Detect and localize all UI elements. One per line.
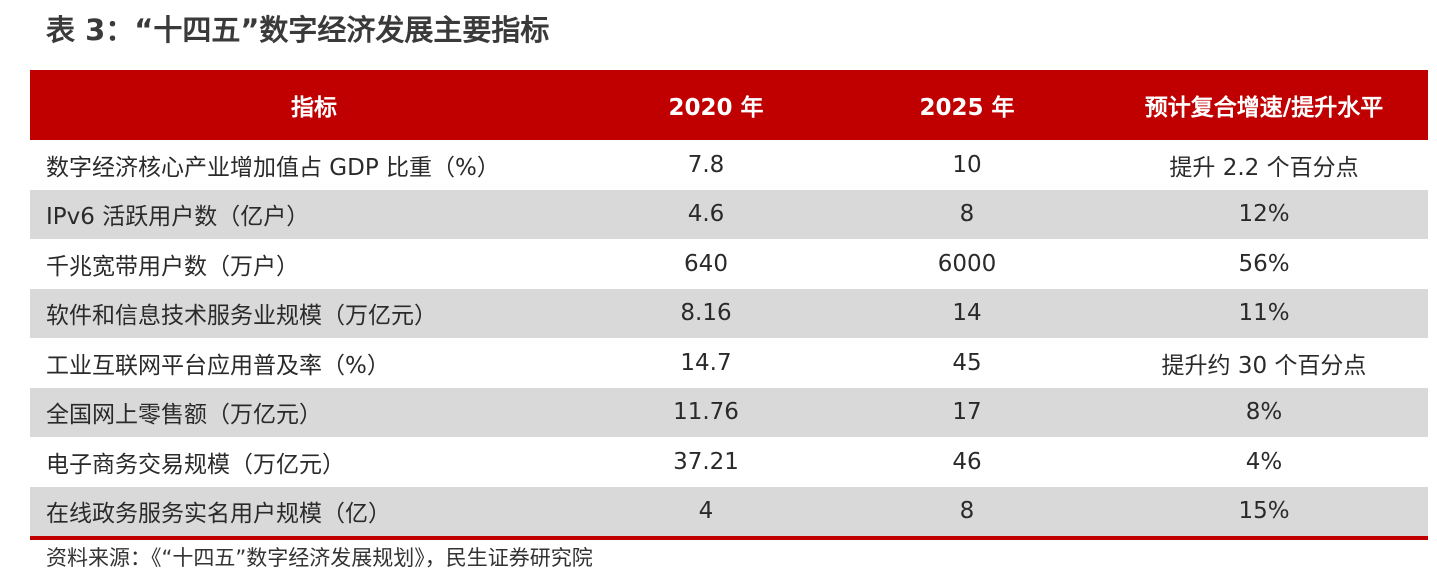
table-row: 工业互联网平台应用普及率（%） 14.7 45 提升约 30 个百分点 [30, 338, 1428, 388]
cell-growth: 提升约 30 个百分点 [1161, 352, 1367, 379]
table-row: 软件和信息技术服务业规模（万亿元） 8.16 14 11% [30, 288, 1428, 338]
table-row: 千兆宽带用户数（万户） 640 6000 56% [30, 239, 1428, 289]
cell-2025: 10 [952, 151, 982, 178]
cell-2020: 4.6 [687, 201, 725, 228]
cell-growth: 11% [1238, 300, 1290, 327]
cell-growth: 56% [1238, 250, 1290, 277]
header-2025: 2025 年 [919, 95, 1015, 121]
cell-2020: 11.76 [673, 399, 739, 426]
cell-indicator: 软件和信息技术服务业规模（万亿元） [46, 303, 437, 330]
cell-2020: 8.16 [680, 300, 732, 327]
cell-growth: 15% [1238, 498, 1290, 525]
cell-2020: 4 [698, 498, 714, 525]
cell-indicator: 千兆宽带用户数（万户） [46, 253, 299, 280]
cell-growth: 提升 2.2 个百分点 [1169, 154, 1359, 181]
cell-2020: 37.21 [673, 448, 739, 475]
table-header-row: 指标 2020 年 2025 年 预计复合增速/提升水平 [30, 70, 1428, 140]
table-title: 表 3：“十四五”数字经济发展主要指标 [46, 13, 550, 47]
cell-2025: 46 [952, 448, 982, 475]
cell-2025: 17 [952, 399, 982, 426]
table-row: 全国网上零售额（万亿元） 11.76 17 8% [30, 387, 1428, 437]
header-indicator: 指标 [291, 95, 337, 121]
cell-indicator: 全国网上零售额（万亿元） [46, 402, 322, 429]
cell-2025: 14 [952, 300, 982, 327]
cell-growth: 8% [1245, 399, 1283, 426]
table-row: 数字经济核心产业增加值占 GDP 比重（%） 7.8 10 提升 2.2 个百分… [30, 140, 1428, 190]
cell-indicator: 工业互联网平台应用普及率（%） [46, 352, 390, 379]
header-2020: 2020 年 [668, 95, 764, 121]
cell-indicator: 在线政务服务实名用户规模（亿） [46, 501, 391, 528]
cell-indicator: 数字经济核心产业增加值占 GDP 比重（%） [46, 154, 500, 181]
cell-growth: 4% [1245, 448, 1283, 475]
indicator-table: 指标 2020 年 2025 年 预计复合增速/提升水平 数字经济核心产业增加值… [30, 70, 1428, 540]
cell-growth: 12% [1238, 201, 1290, 228]
header-growth: 预计复合增速/提升水平 [1144, 95, 1384, 121]
table-bottom-rule [30, 536, 1428, 540]
cell-2020: 14.7 [680, 349, 732, 376]
cell-2025: 8 [959, 201, 975, 228]
cell-2020: 7.8 [687, 151, 725, 178]
table-row: 在线政务服务实名用户规模（亿） 4 8 15% [30, 486, 1428, 536]
source-note: 资料来源：《“十四五”数字经济发展规划》，民生证券研究院 [46, 546, 593, 570]
cell-indicator: 电子商务交易规模（万亿元） [46, 451, 345, 478]
cell-indicator: IPv6 活跃用户数（亿户） [46, 204, 310, 231]
table-row: IPv6 活跃用户数（亿户） 4.6 8 12% [30, 189, 1428, 239]
cell-2025: 8 [959, 498, 975, 525]
table-row: 电子商务交易规模（万亿元） 37.21 46 4% [30, 437, 1428, 487]
cell-2025: 6000 [937, 250, 997, 277]
cell-2025: 45 [952, 349, 982, 376]
cell-2020: 640 [684, 250, 728, 277]
